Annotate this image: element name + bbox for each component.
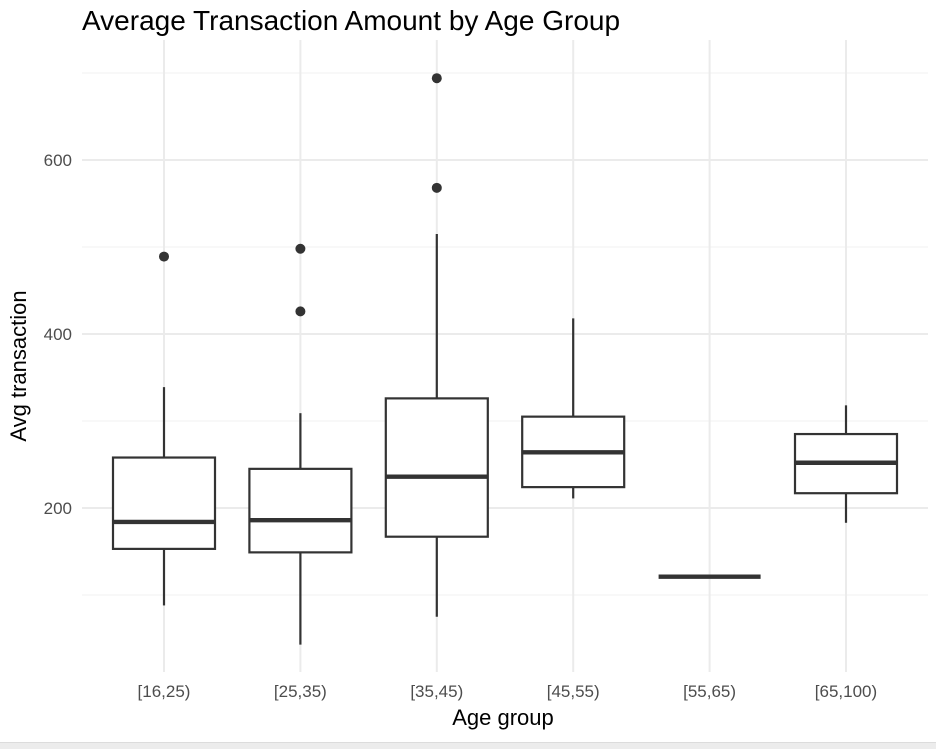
box-layer	[111, 73, 899, 645]
grid-layer	[82, 40, 928, 672]
x-tick-label: [65,100)	[815, 682, 877, 701]
y-axis-title: Avg transaction	[6, 290, 31, 441]
outlier-point	[295, 306, 306, 317]
y-tick-label: 200	[44, 499, 72, 518]
tick-layer: 200 400 600 [16,25) [25,35) [35,45) [45,55) [55…	[44, 151, 878, 701]
x-tick-label: [55,65)	[683, 682, 736, 701]
x-axis-title: Age group	[452, 705, 554, 730]
box-group	[793, 405, 899, 523]
x-tick-label: [16,25)	[138, 682, 191, 701]
box-group	[521, 318, 626, 499]
outlier-point	[431, 73, 442, 84]
y-tick-label: 600	[44, 151, 72, 170]
outlier-point	[295, 243, 306, 254]
box-group	[384, 73, 489, 617]
box-body	[384, 397, 489, 538]
y-tick-label: 400	[44, 325, 72, 344]
window-bottom-edge	[0, 742, 936, 749]
box-group	[248, 243, 353, 645]
box-body	[248, 467, 353, 554]
chart-title: Average Transaction Amount by Age Group	[82, 5, 620, 36]
outlier-point	[159, 251, 169, 262]
x-tick-label: [25,35)	[274, 682, 327, 701]
x-tick-label: [45,55)	[547, 682, 600, 701]
x-tick-label: [35,45)	[410, 682, 463, 701]
outlier-point	[431, 182, 442, 193]
box-group	[111, 251, 217, 606]
box-body	[111, 456, 217, 550]
